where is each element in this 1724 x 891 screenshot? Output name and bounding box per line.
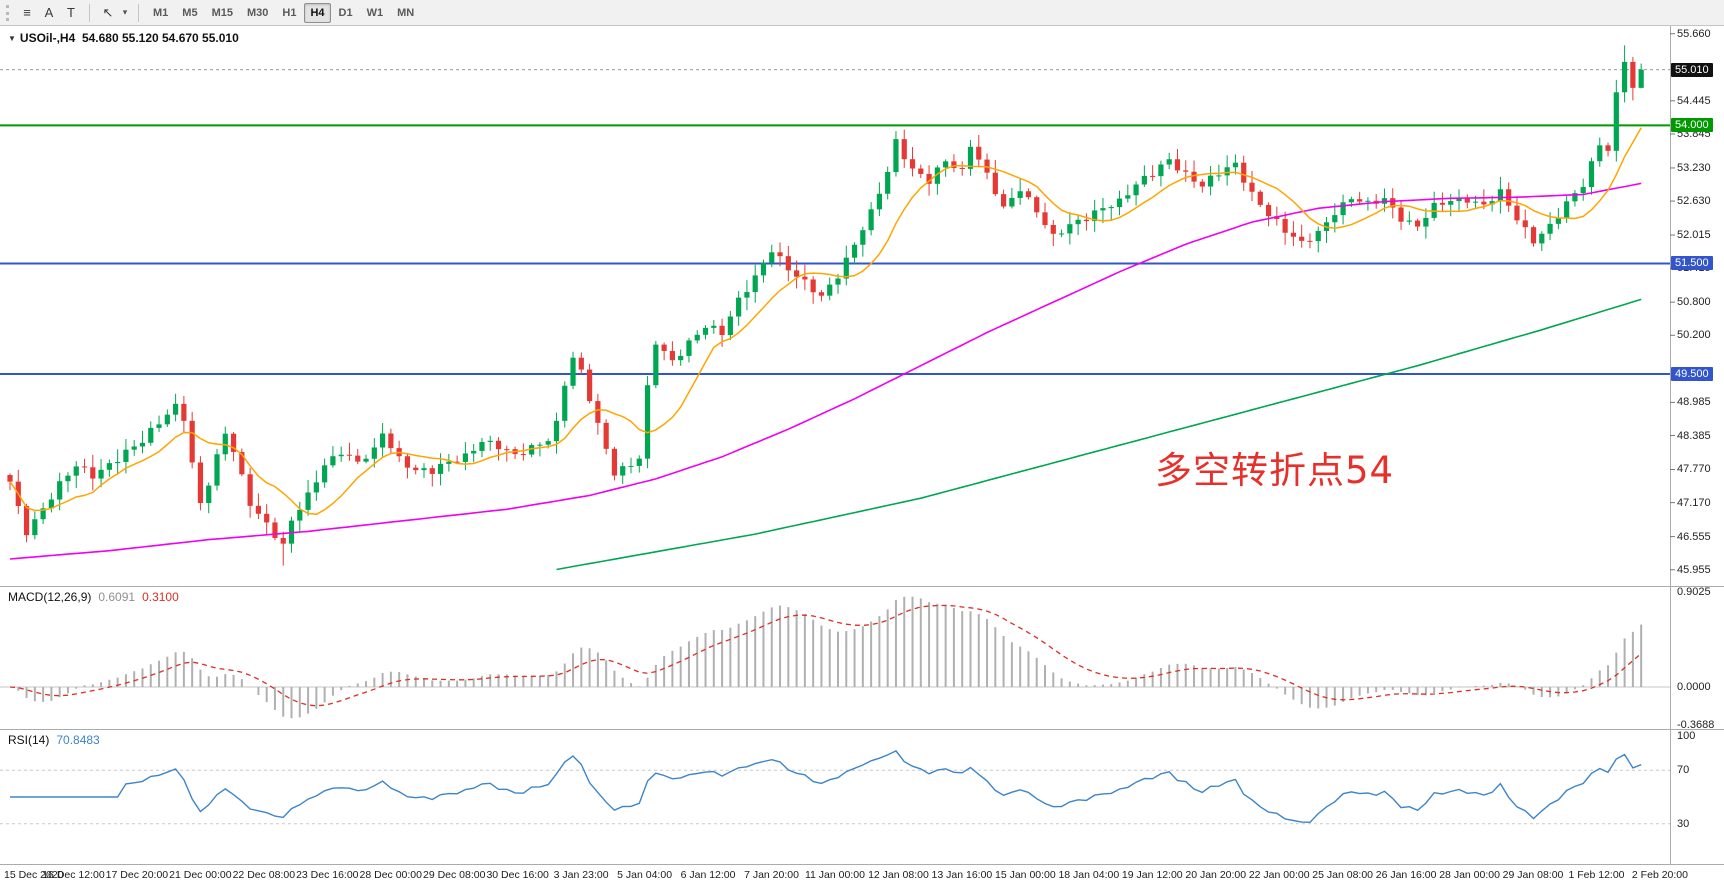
badge-level-blue-upper: 51.500 [1671, 256, 1713, 271]
time-axis-label: 30 Dec 16:00 [486, 869, 549, 881]
time-axis-label: 28 Dec 00:00 [359, 869, 422, 881]
price-axis-label: 48.985 [1677, 396, 1711, 409]
time-axis-label: 15 Dec 2020 [4, 869, 64, 881]
price-axis-label: 47.170 [1677, 496, 1711, 509]
timeframe-w1[interactable]: W1 [366, 6, 384, 19]
macd-axis-label: 0.9025 [1677, 586, 1711, 598]
time-axis-label: 25 Jan 08:00 [1312, 869, 1374, 881]
badge-current-price: 55.010 [1671, 62, 1713, 77]
toolbar-separator [89, 3, 90, 22]
time-axis-label: 16 Dec 12:00 [42, 869, 105, 881]
price-axis[interactable]: 55.010 54.000 51.500 49.500 55.660 54.445… [1670, 26, 1724, 864]
price-axis-label: 50.800 [1677, 296, 1711, 309]
time-axis-label: 20 Jan 20:00 [1185, 869, 1247, 881]
timeframe-m30[interactable]: M30 [246, 6, 269, 19]
timeframe-h1[interactable]: H1 [282, 6, 297, 19]
macd-main-value: 0.6091 [98, 590, 136, 604]
price-axis-label: 45.955 [1677, 563, 1711, 576]
badge-level-blue-lower: 49.500 [1671, 366, 1713, 381]
toolbar: ≡ A T ↖ ▾ M1 M5 M15 M30 H1 H4 D1 W1 MN [0, 0, 1724, 26]
price-axis-label: 46.555 [1677, 530, 1711, 543]
price-axis-label: 52.015 [1677, 229, 1711, 242]
badge-level-green: 54.000 [1671, 118, 1713, 133]
symbol-timeframe: USOil-,H4 [19, 31, 76, 45]
time-axis-label: 6 Jan 12:00 [680, 869, 736, 881]
time-axis-label: 7 Jan 20:00 [744, 869, 799, 881]
price-axis-label: 53.230 [1677, 161, 1711, 174]
price-axis-label: 54.445 [1677, 94, 1711, 107]
macd-axis-label: 0.0000 [1677, 681, 1711, 693]
time-axis-label: 19 Jan 12:00 [1121, 869, 1183, 881]
time-axis-label: 13 Jan 16:00 [931, 869, 993, 881]
text-icon[interactable]: A [44, 5, 54, 20]
time-axis-label: 18 Jan 04:00 [1058, 869, 1120, 881]
rsi-name: RSI(14) [8, 733, 50, 747]
macd-signal-value: 0.3100 [142, 590, 179, 604]
timeframe-m15[interactable]: M15 [211, 6, 233, 19]
macd-axis-label: -0.3688 [1677, 719, 1715, 731]
chart-title: ▼ USOil-,H4 54.680 55.120 54.670 55.010 [8, 31, 239, 45]
chevron-down-icon[interactable]: ▾ [122, 7, 128, 17]
price-axis-label: 55.660 [1677, 27, 1711, 40]
timeframe-mn[interactable]: MN [397, 6, 415, 19]
time-axis-label: 22 Dec 08:00 [232, 869, 296, 881]
price-axis-label: 50.200 [1677, 329, 1711, 342]
triangle-marker-icon: ▼ [8, 34, 16, 44]
time-axis-label: 5 Jan 04:00 [617, 869, 673, 881]
timeframe-d1[interactable]: D1 [338, 6, 353, 19]
rsi-axis-label: 70 [1677, 764, 1690, 776]
time-axis-label: 15 Jan 00:00 [995, 869, 1056, 881]
time-axis-label: 1 Feb 12:00 [1568, 869, 1625, 881]
toolbar-separator [138, 3, 139, 22]
time-axis-label: 22 Jan 00:00 [1248, 869, 1310, 881]
time-axis-label: 29 Dec 08:00 [422, 869, 486, 881]
time-axis-label: 2 Feb 20:00 [1631, 869, 1688, 881]
time-axis-label: 17 Dec 20:00 [105, 869, 169, 881]
time-axis-label: 28 Jan 00:00 [1439, 869, 1500, 881]
price-axis-label: 47.770 [1677, 463, 1711, 476]
time-axis-label: 29 Jan 08:00 [1502, 869, 1564, 881]
macd-label: MACD(12,26,9) 0.6091 0.3100 [8, 590, 179, 604]
price-axis-label: 48.385 [1677, 429, 1711, 442]
time-axis-label: 11 Jan 00:00 [804, 869, 865, 881]
time-axis-label: 21 Dec 00:00 [169, 869, 232, 881]
rsi-axis-label: 100 [1677, 730, 1696, 742]
time-axis-label: 12 Jan 08:00 [868, 869, 929, 881]
time-axis-label: 26 Jan 16:00 [1375, 869, 1437, 881]
timeframe-m1[interactable]: M1 [153, 6, 169, 19]
time-axis-label: 23 Dec 16:00 [296, 869, 359, 881]
chart-lines-icon[interactable]: ≡ [23, 5, 31, 20]
timeframe-m5[interactable]: M5 [182, 6, 198, 19]
rsi-axis-label: 30 [1677, 818, 1690, 830]
arrow-tool-icon[interactable]: ↖ [102, 4, 114, 20]
timeframe-h4[interactable]: H4 [304, 2, 331, 23]
rsi-value: 70.8483 [56, 733, 100, 747]
text-annotation[interactable]: 多空转折点54 [1155, 449, 1395, 492]
time-axis-label: 3 Jan 23:00 [553, 869, 609, 881]
ohlc-values: 54.680 55.120 54.670 55.010 [81, 31, 239, 45]
rsi-label: RSI(14) 70.8483 [8, 733, 100, 747]
textbox-icon[interactable]: T [67, 5, 75, 20]
time-axis[interactable]: 15 Dec 2020 16 Dec 12:00 17 Dec 20:00 21 De… [0, 865, 1724, 891]
toolbar-drag-handle[interactable] [6, 4, 10, 21]
price-axis-label: 52.630 [1677, 195, 1711, 208]
macd-name: MACD(12,26,9) [8, 590, 92, 604]
